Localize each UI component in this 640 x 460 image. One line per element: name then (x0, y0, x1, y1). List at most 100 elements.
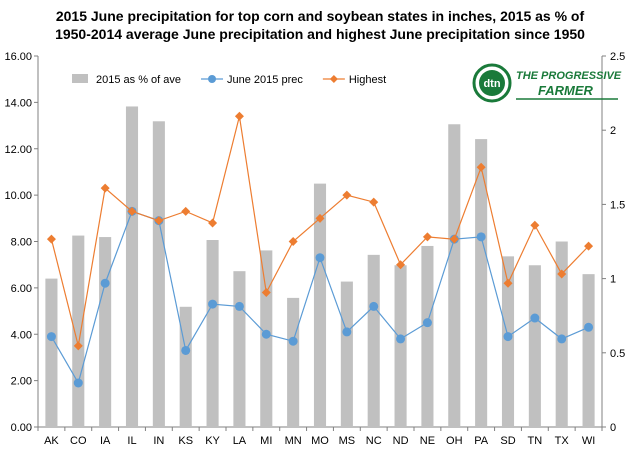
data-point (396, 260, 406, 270)
logo-name-line-1: THE PROGRESSIVE (516, 70, 622, 82)
data-point (127, 206, 137, 216)
right-axis-tick-label: 1 (610, 274, 616, 286)
bar (394, 265, 407, 427)
x-axis-tick-label: AK (44, 435, 59, 447)
x-axis-tick-label: OH (446, 435, 463, 447)
x-axis-tick-label: LA (233, 435, 247, 447)
data-point (503, 278, 513, 288)
bar (45, 278, 58, 427)
bar (206, 240, 219, 427)
data-point (261, 329, 271, 339)
data-point (73, 378, 83, 388)
data-point (396, 334, 406, 344)
data-point (342, 327, 352, 337)
bar (582, 274, 595, 427)
bar (367, 254, 380, 427)
data-point (100, 278, 110, 288)
x-axis-tick-label: CO (70, 435, 87, 447)
data-point (46, 234, 56, 244)
data-point (369, 301, 379, 311)
logo-initials: dtn (483, 78, 500, 90)
data-point (234, 111, 244, 121)
legend-label: June 2015 prec (227, 74, 303, 86)
bar (179, 306, 192, 427)
left-axis-tick-label: 4.00 (11, 329, 32, 341)
data-point (100, 183, 110, 193)
chart-title-line-1: 2015 June precipitation for top corn and… (55, 8, 585, 24)
data-point (503, 332, 513, 342)
x-axis-tick-label: MN (285, 435, 302, 447)
data-point (46, 332, 56, 342)
x-axis-tick-label: NE (420, 435, 435, 447)
data-point (315, 213, 325, 223)
x-axis-tick-label: WI (582, 435, 595, 447)
bar (448, 124, 461, 427)
left-axis-tick-label: 8.00 (11, 237, 32, 249)
data-point (584, 241, 594, 251)
x-axis-tick-label: TX (555, 435, 570, 447)
data-point (181, 206, 191, 216)
bar (72, 235, 85, 427)
data-point (288, 336, 298, 346)
x-axis-tick-label: KY (205, 435, 220, 447)
bar (313, 183, 327, 427)
data-point (422, 232, 432, 242)
right-axis-tick-label: 2.5 (610, 51, 625, 63)
right-axis-tick-label: 0 (610, 422, 616, 434)
x-axis-tick-label: SD (500, 435, 515, 447)
x-axis-tick-label: MI (260, 435, 272, 447)
bar (555, 241, 568, 427)
x-axis-tick-label: PA (474, 435, 489, 447)
legend-marker (329, 75, 338, 83)
data-point (557, 269, 567, 279)
x-axis-tick-label: KS (178, 435, 193, 447)
data-point (154, 216, 164, 226)
data-point (261, 288, 271, 298)
left-axis-tick-label: 12.00 (4, 144, 32, 156)
data-point (476, 162, 486, 172)
left-axis-tick-label: 16.00 (4, 51, 32, 63)
left-axis-tick-label: 0.00 (11, 422, 32, 434)
data-point (476, 232, 486, 242)
data-point (208, 299, 218, 309)
bar (340, 281, 353, 427)
left-axis-tick-label: 10.00 (4, 190, 32, 202)
bar (421, 245, 434, 427)
x-axis-tick-label: MS (339, 435, 356, 447)
bar (501, 256, 515, 427)
logo-name-line-2: FARMER (538, 83, 594, 98)
data-point (288, 237, 298, 246)
x-axis-tick-label: TN (528, 435, 543, 447)
x-axis-tick-label: IA (100, 435, 111, 447)
data-point (208, 218, 218, 228)
data-point (181, 345, 191, 355)
x-axis-tick-label: IN (153, 435, 164, 447)
chart-title-line-2: 1950-2014 average June precipitation and… (55, 26, 585, 42)
data-point (234, 301, 244, 311)
bar (125, 106, 139, 428)
brand-logo: dtn THE PROGRESSIVE FARMER (472, 62, 622, 104)
data-point (315, 253, 325, 263)
data-point (449, 234, 459, 244)
data-point (530, 220, 540, 230)
legend-label: Highest (349, 74, 386, 86)
bar (287, 297, 300, 427)
x-axis-tick-label: ND (393, 435, 409, 447)
x-axis-tick-label: NC (366, 435, 382, 447)
left-axis-tick-label: 14.00 (4, 97, 32, 109)
left-axis-tick-label: 2.00 (11, 376, 32, 388)
data-point (557, 334, 567, 344)
legend-marker (208, 75, 217, 83)
right-axis-tick-label: 2 (610, 125, 616, 137)
legend-swatch (72, 74, 88, 83)
data-point (584, 322, 594, 332)
bar (152, 121, 165, 428)
bar (233, 271, 246, 427)
data-point (73, 341, 83, 351)
left-axis-tick-label: 6.00 (11, 283, 32, 295)
legend-label: 2015 as % of ave (96, 74, 181, 86)
bar (99, 237, 112, 427)
data-point (530, 313, 540, 323)
